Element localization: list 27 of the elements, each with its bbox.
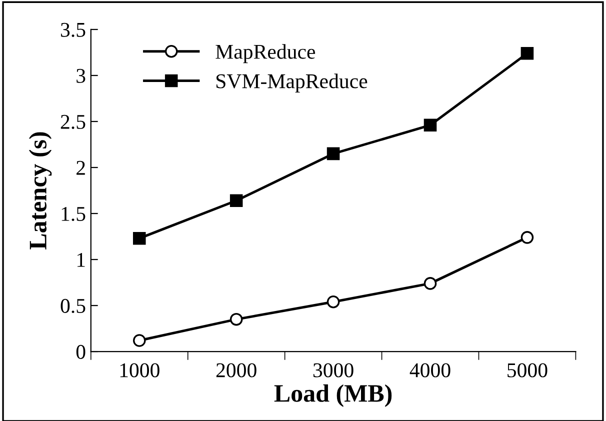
point (132, 334, 146, 347)
y-tick-label: 3 (76, 68, 86, 83)
point (230, 194, 243, 208)
x-tick-label: 4000 (410, 363, 450, 378)
y-tick-label: 1.5 (62, 206, 86, 222)
y-tick-label: 2.5 (60, 114, 86, 130)
point (520, 47, 534, 60)
point (230, 312, 243, 326)
y-axis-title: Latency (s) (28, 132, 52, 250)
point (424, 277, 437, 290)
legend-label: MapReduce (216, 44, 316, 64)
point (326, 147, 340, 160)
point (424, 118, 437, 132)
point (326, 295, 340, 308)
legend-label: SVM-MapReduce (216, 74, 368, 93)
x-tick-label: 1000 (120, 363, 160, 378)
x-tick-label: 5000 (508, 363, 548, 378)
y-tick-label: 0.5 (60, 298, 86, 314)
point (520, 231, 534, 244)
y-tick-label: 1 (77, 252, 85, 267)
x-tick-label: 2000 (216, 363, 256, 378)
y-tick-label: 0 (76, 344, 86, 359)
y-tick-label: 2 (76, 160, 85, 175)
x-axis-title: Load (MB) (274, 384, 392, 407)
y-tick-label: 3.5 (60, 22, 86, 37)
point (132, 232, 146, 245)
x-tick-label: 3000 (313, 363, 354, 378)
